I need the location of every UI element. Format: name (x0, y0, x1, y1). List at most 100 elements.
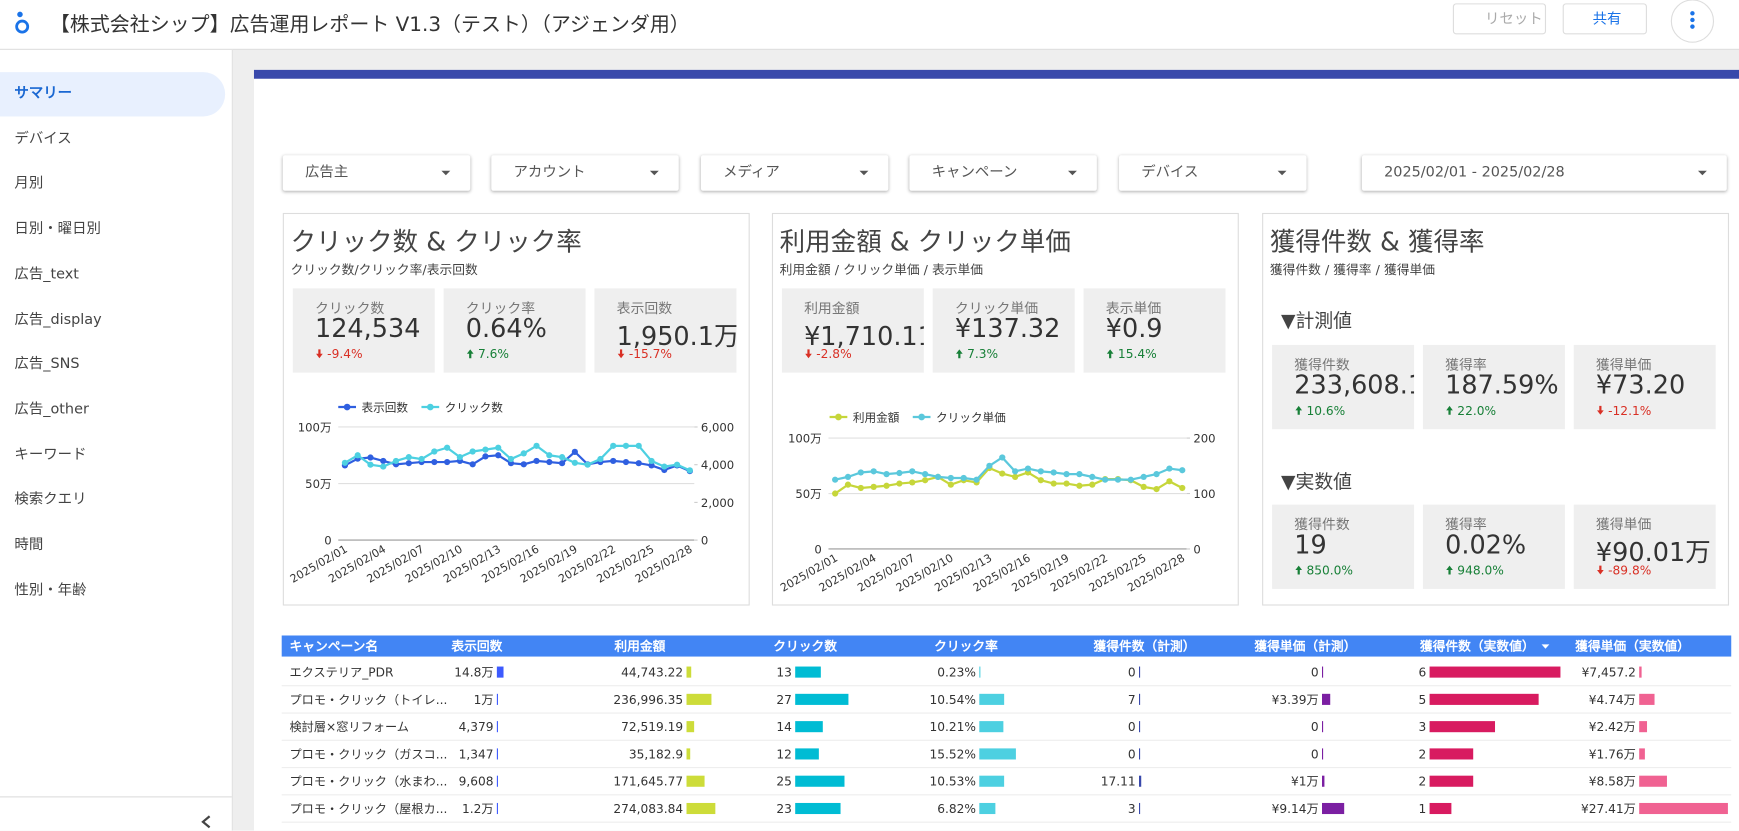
nav-item[interactable]: 広告_other (14, 401, 89, 418)
scorecard-delta: 948.0% (1445, 563, 1504, 578)
scorecard-label: クリック単価 (954, 299, 1039, 317)
filter-dropdown[interactable]: アカウント (491, 155, 679, 191)
scorecard-value: 233,608.17 (1294, 371, 1414, 401)
cell-bar (1639, 666, 1642, 678)
logo (15, 11, 30, 34)
cell-value: 3 (1418, 720, 1426, 734)
scorecard-label: 表示回数 (616, 299, 673, 317)
scorecard: 表示単価 ¥0.9 15.4% (1083, 288, 1226, 373)
cell-bar (1139, 721, 1141, 733)
nav-item[interactable]: 広告_SNS (14, 356, 80, 373)
cell-value: ¥8.58万 (1589, 775, 1636, 789)
cell-value: 17.11 (1101, 775, 1136, 789)
delta-text: 15.4% (1117, 347, 1157, 362)
cell-value: 10.53% (929, 775, 975, 789)
y2-tick-label: 0 (701, 534, 708, 548)
data-point (635, 442, 642, 449)
arrow (1295, 405, 1303, 415)
date-range-picker[interactable]: 2025/02/01 - 2025/02/28 (1361, 155, 1727, 191)
scorecard-delta: 7.6% (466, 347, 509, 362)
scorecard-value: ¥73.20 (1595, 371, 1686, 401)
data-point (380, 463, 387, 470)
nav-item[interactable]: サマリー (0, 72, 226, 117)
trend-arrow (466, 349, 474, 359)
nav-item[interactable]: 広告_text (14, 265, 79, 283)
column-header: クリック数 (773, 638, 837, 654)
data-point (482, 453, 489, 460)
nav-item[interactable]: キーワード (14, 446, 87, 464)
cell-bar (1139, 666, 1141, 678)
data-point (934, 473, 942, 481)
cell-bar (1139, 748, 1141, 760)
data-point (456, 454, 463, 461)
y2-tick-label: 2,000 (701, 496, 734, 510)
more-button[interactable] (1670, 0, 1715, 43)
scorecard: 獲得率 0.02% 948.0% (1422, 504, 1565, 589)
collapse-button[interactable] (200, 814, 213, 830)
arrow (617, 349, 625, 359)
data-point (444, 444, 451, 451)
scorecard-delta: 22.0% (1445, 404, 1496, 418)
data-point (857, 484, 864, 492)
column-header: 表示回数 (451, 638, 502, 654)
data-point (584, 461, 591, 468)
data-point (1166, 478, 1173, 485)
cell-bar (496, 666, 504, 678)
cell-value: ¥7,457.2 (1582, 666, 1636, 680)
caret (649, 170, 659, 180)
nav-item[interactable]: 性別・年齢 (14, 581, 87, 599)
cell-value: 23 (776, 802, 792, 816)
cell-bar (1429, 802, 1452, 815)
data-point (922, 471, 929, 478)
cell-value: 5 (1418, 693, 1426, 707)
filter-dropdown[interactable]: キャンペーン (909, 155, 1097, 191)
data-point (1063, 480, 1070, 487)
cell-value: 7 (1128, 693, 1136, 707)
nav-item[interactable]: 時間 (14, 536, 44, 554)
delta-text: 22.0% (1457, 403, 1497, 419)
filter-dropdown[interactable]: デバイス (1119, 155, 1307, 191)
data-point (947, 474, 954, 482)
scorecard: クリック数 124,534 -9.4% (292, 288, 435, 373)
nav-item[interactable]: 月別 (14, 175, 44, 193)
nav-item[interactable]: 広告_display (14, 311, 102, 328)
share-button[interactable]: 共有 (1562, 3, 1647, 35)
data-point (546, 452, 553, 459)
cell-value: 14 (776, 720, 792, 734)
caret (1068, 170, 1077, 180)
y-tick-label: 50万 (795, 487, 821, 501)
cell-value: 0 (1311, 666, 1319, 680)
delta-text: 7.3% (967, 347, 999, 362)
trend-arrow (1446, 565, 1453, 575)
filter-dropdown[interactable]: メディア (700, 155, 889, 191)
filter-label: キャンペーン (931, 164, 1018, 181)
campaign-name: 検討層×窓リフォーム (289, 719, 409, 734)
cell-value: 1.2万 (462, 802, 494, 816)
delta-text: -12.1% (1608, 403, 1652, 419)
legend-label: 表示回数 (362, 400, 409, 414)
nav-item[interactable]: デバイス (14, 130, 72, 148)
cell-value: ¥2.42万 (1589, 720, 1636, 734)
scorecard-value: 1,950.1万 (616, 322, 737, 352)
cell-bar (1321, 666, 1324, 678)
cell-bar (496, 748, 498, 760)
scorecard-value: ¥90.01万 (1595, 539, 1711, 568)
nav-item[interactable]: 検索クエリ (14, 491, 87, 509)
cell-bar (1321, 693, 1331, 705)
cell-bar (1321, 748, 1324, 760)
scorecard-label: 表示単価 (1105, 299, 1162, 317)
cell-value: ¥1.76万 (1589, 747, 1636, 761)
legend-dot (426, 403, 434, 411)
reset-button[interactable]: リセット (1452, 3, 1547, 35)
data-point (1089, 473, 1096, 481)
delta-text: -9.4% (327, 347, 363, 362)
legend-dot (343, 403, 351, 411)
cell-bar (979, 748, 1016, 760)
data-point (392, 457, 400, 465)
cell-bar (1639, 693, 1655, 705)
nav-item[interactable]: 日別・曜日別 (14, 220, 101, 238)
data-point (571, 448, 578, 455)
filter-dropdown[interactable]: 広告主 (282, 155, 471, 191)
